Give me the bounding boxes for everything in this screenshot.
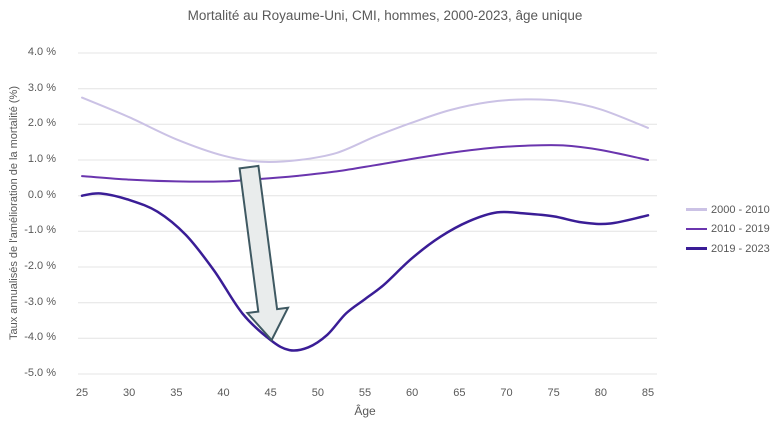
y-tick-label: 2.0 % bbox=[27, 117, 56, 130]
x-tick-label: 55 bbox=[358, 387, 372, 399]
x-tick-label: 75 bbox=[547, 387, 560, 399]
x-tick-label: 60 bbox=[406, 387, 419, 399]
y-tick-label: -1.0 % bbox=[24, 224, 56, 237]
y-tick-label: -2.0 % bbox=[24, 260, 56, 272]
x-axis-title: Âge bbox=[354, 404, 376, 418]
legend-item: 2000 - 2010 bbox=[686, 202, 770, 217]
x-tick-label: 50 bbox=[311, 387, 324, 399]
down-arrow-annotation bbox=[238, 164, 290, 342]
legend-label: 2010 - 2019 bbox=[711, 223, 770, 235]
y-tick-label: -4.0 % bbox=[24, 331, 56, 344]
y-tick-label: -3.0 % bbox=[24, 295, 56, 308]
y-tick-label: 4.0 % bbox=[27, 46, 56, 58]
x-tick-label: 35 bbox=[170, 387, 183, 399]
y-tick-label: 1.0 % bbox=[27, 153, 56, 165]
y-tick-label: -5.0 % bbox=[24, 367, 56, 379]
legend-label: 2000 - 2010 bbox=[711, 203, 770, 216]
x-tick-label: 45 bbox=[264, 387, 277, 399]
x-tick-label: 65 bbox=[453, 387, 466, 399]
legend-item: 2019 - 2023 bbox=[686, 241, 770, 256]
y-tick-label: 0.0 % bbox=[27, 188, 56, 201]
series-line-2000-2010 bbox=[81, 96, 649, 164]
x-tick-label: 40 bbox=[217, 387, 230, 399]
x-tick-label: 85 bbox=[641, 387, 655, 399]
series-line-2019-2023 bbox=[80, 192, 650, 352]
series-line-2010-2019 bbox=[81, 144, 649, 183]
legend-item: 2010 - 2019 bbox=[686, 222, 770, 237]
x-tick-label: 25 bbox=[75, 387, 89, 399]
legend-label: 2019 - 2023 bbox=[711, 242, 770, 255]
x-tick-label: 70 bbox=[500, 387, 513, 399]
chart-title: Mortalité au Royaume-Uni, CMI, hommes, 2… bbox=[187, 8, 583, 23]
y-tick-label: 3.0 % bbox=[27, 81, 56, 94]
legend-line-swatch bbox=[686, 208, 707, 211]
x-tick-label: 80 bbox=[594, 387, 607, 399]
legend-line-swatch bbox=[686, 247, 707, 250]
legend-line-swatch bbox=[686, 227, 707, 231]
x-tick-label: 30 bbox=[123, 387, 136, 399]
